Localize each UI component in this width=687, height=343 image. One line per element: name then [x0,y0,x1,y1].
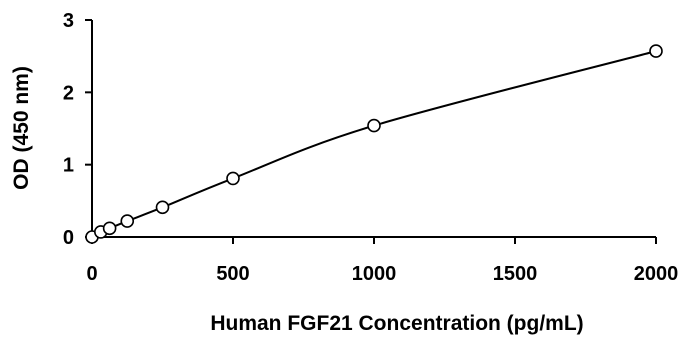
data-point [120,214,135,228]
y-tick-label: 3 [63,10,74,32]
data-point [649,44,663,58]
y-tick-label: 2 [63,82,74,104]
data-point [102,221,117,236]
y-axis-title: OD (450 nm) [10,66,33,190]
curve-layer [91,50,657,238]
x-axis-title: Human FGF21 Concentration (pg/mL) [210,312,583,335]
data-point [226,171,240,186]
x-tick-label: 1000 [352,263,397,285]
series-line [91,50,657,238]
data-point [367,118,381,133]
x-tick-label: 500 [216,263,249,285]
x-tick-label: 0 [86,263,97,285]
data-point [155,200,170,215]
y-tick-label: 0 [63,227,74,249]
x-tick-label: 2000 [634,263,679,285]
ticks: 0 500 1000 1500 2000 0 1 2 3 [63,10,678,285]
points-layer [85,44,663,244]
x-tick-label: 1500 [493,263,538,285]
y-tick-label: 1 [63,155,74,177]
